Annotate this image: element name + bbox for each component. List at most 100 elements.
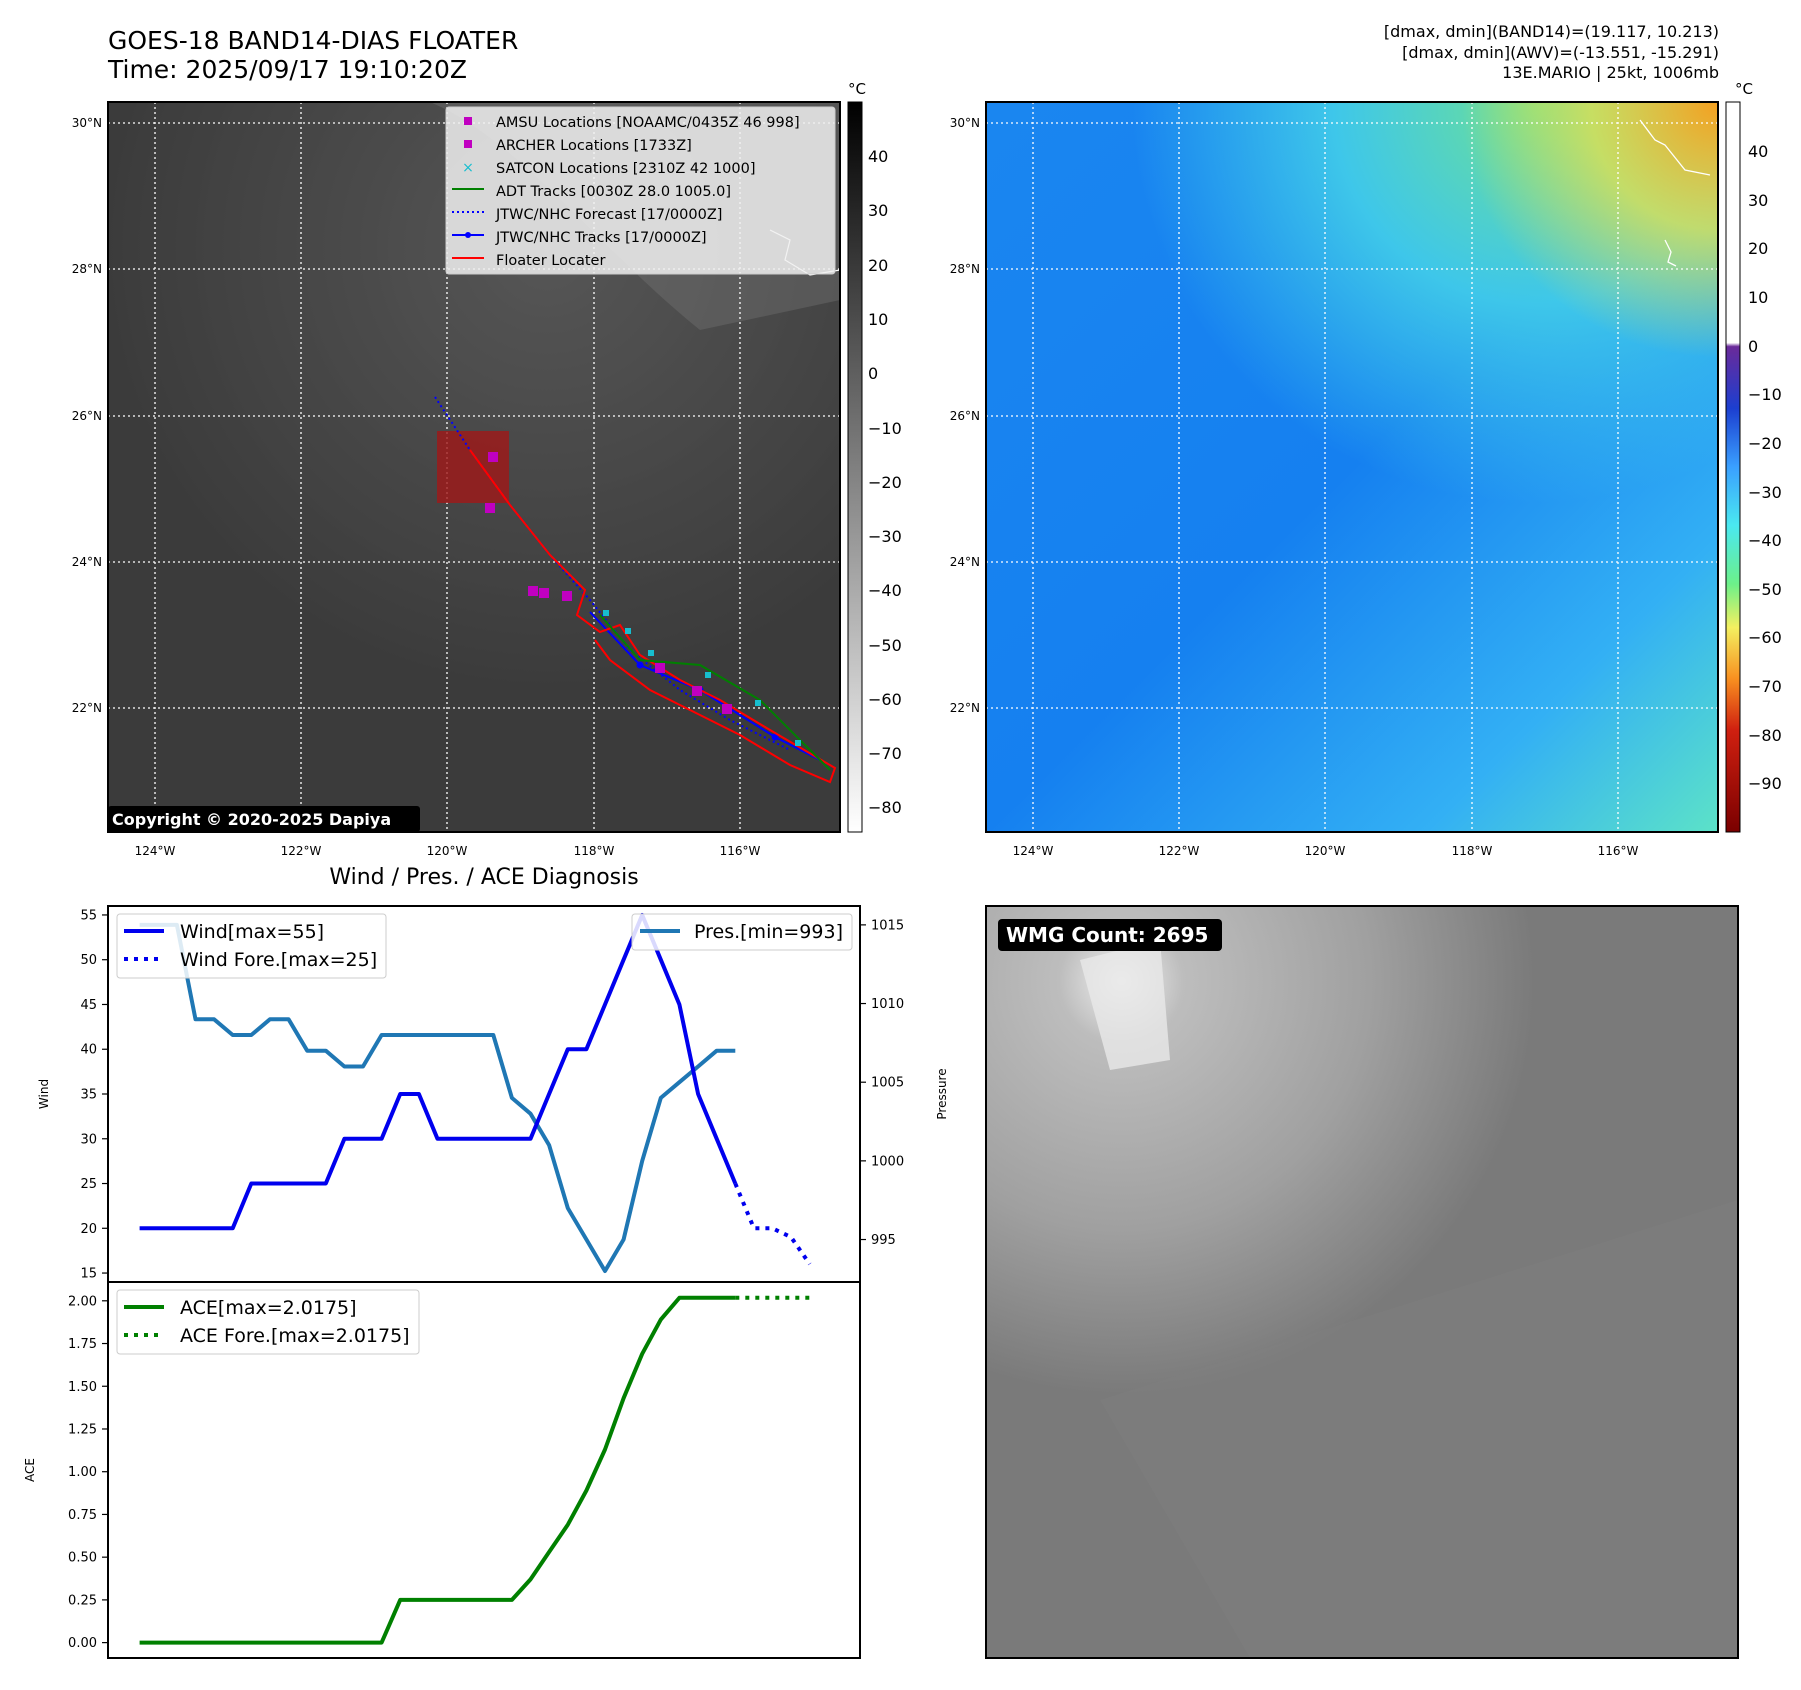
svg-text:0: 0 [1748,337,1758,356]
legend-floater: Floater Locater [496,253,605,269]
svg-text:−20: −20 [868,473,902,492]
wv-lon-labels: 124°W 122°W 120°W 118°W 116°W [1013,844,1639,858]
svg-text:20: 20 [1748,239,1768,258]
svg-text:0: 0 [868,364,878,383]
svg-text:10: 10 [868,310,888,329]
pressure-y-ticks: 1015 1010 1005 1000 995 [860,918,904,1248]
svg-text:122°W: 122°W [1159,844,1200,858]
wind-y-ticks: 55 50 45 40 35 30 25 20 15 [80,908,108,1282]
figure-title: GOES-18 BAND14-DIAS FLOATER [108,26,519,55]
wv-grid [986,102,1718,832]
floater-box [437,431,509,503]
svg-text:120°W: 120°W [427,844,468,858]
svg-text:116°W: 116°W [720,844,761,858]
satcon-marker: × [462,160,474,176]
wmg-panel: WMG Count: 2695 [985,905,1739,1659]
archer-marker [464,140,472,148]
svg-text:−30: −30 [868,527,902,546]
ace-tick-label: 1.75 [68,1337,97,1352]
wmg-frame [985,905,1739,1659]
svg-text:118°W: 118°W [574,844,615,858]
wind-tick-label: 40 [80,1043,97,1058]
svg-text:−70: −70 [1748,677,1782,696]
svg-text:40: 40 [868,147,888,166]
awv-range: [dmax, dmin](AWV)=(-13.551, -15.291) [1402,42,1719,62]
wind-tick-label: 30 [80,1132,97,1147]
svg-text:124°W: 124°W [135,844,176,858]
svg-text:26°N: 26°N [950,409,980,423]
storm-status: 13E.MARIO | 25kt, 1006mb [1502,63,1719,82]
ace-tick-label: 1.00 [68,1465,97,1480]
wind-tick-label: 20 [80,1222,97,1237]
floater-track [469,449,837,784]
svg-text:−60: −60 [1748,628,1782,647]
pressure-tick-label: 995 [871,1233,896,1248]
svg-text:122°W: 122°W [281,844,322,858]
svg-text:−10: −10 [868,419,902,438]
ace-tick-label: 0.25 [68,1593,97,1608]
pressure-tick-label: 1015 [871,918,904,933]
ace-tick-label: 2.00 [68,1294,97,1309]
track-point [636,661,644,669]
copyright-badge [108,806,420,832]
wind-axis-label: Wind [37,1079,51,1109]
svg-text:−40: −40 [868,581,902,600]
wv-colorbar-ticks: 40 30 20 10 0 −10 −20 −30 −40 −50 −60 −7… [1748,142,1782,793]
wind-fore-legend-label: Wind Fore.[max=25] [180,949,377,971]
pressure-tick-label: 1000 [871,1154,904,1169]
ir-colorbar [847,101,863,833]
svg-text:−10: −10 [1748,385,1782,404]
svg-text:40: 40 [1748,142,1768,161]
ir-legend: × AMSU Locations [NOAAMC/0435Z 46 998] A… [445,106,836,275]
svg-text:10: 10 [1748,288,1768,307]
ace-fore-legend-label: ACE Fore.[max=2.0175] [180,1325,410,1347]
series-line-wind-forecast [733,1182,812,1266]
wind-tick-label: 35 [80,1088,97,1103]
amsu-marker [464,117,472,125]
svg-text:22°N: 22°N [72,701,102,715]
svg-text:30°N: 30°N [72,116,102,130]
ace-legend: ACE[max=2.0175] ACE Fore.[max=2.0175] [116,1289,420,1355]
wind-legend: Wind[max=55] Wind Fore.[max=25] [116,913,387,979]
wind-legend-label: Wind[max=55] [180,921,324,943]
wind-tick-label: 55 [80,908,97,923]
legend-archer: ARCHER Locations [1733Z] [496,138,692,154]
legend-adt: ADT Tracks [0030Z 28.0 1005.0] [496,184,731,200]
svg-text:30: 30 [1748,191,1768,210]
track-point [771,733,779,741]
ace-tick-label: 0.00 [68,1636,97,1651]
ace-tick-label: 0.75 [68,1508,97,1523]
svg-text:26°N: 26°N [72,409,102,423]
wv-map-frame [985,101,1719,833]
svg-text:124°W: 124°W [1013,844,1054,858]
archer-amsu-points [485,452,732,714]
svg-text:−70: −70 [868,744,902,763]
ace-axis-label: ACE [23,1458,37,1482]
wind-tick-label: 25 [80,1177,97,1192]
svg-text:−50: −50 [868,636,902,655]
svg-text:−80: −80 [868,798,902,817]
ir-lat-labels: 30°N 28°N 26°N 24°N 22°N [72,116,102,715]
svg-text:30°N: 30°N [950,116,980,130]
pressure-tick-label: 1010 [871,997,904,1012]
band14-range: [dmax, dmin](BAND14)=(19.117, 10.213) [1383,22,1719,41]
wv-colorbar-unit: °C [1735,80,1753,98]
wmg-count-text: WMG Count: 2695 [1006,923,1208,947]
svg-text:20: 20 [868,256,888,275]
svg-text:−20: −20 [1748,434,1782,453]
wv-coastline [1639,119,1711,176]
ace-series-group [139,1295,810,1645]
adt-track [599,614,831,771]
wind-pressure-chart: Wind / Pres. / ACE Diagnosis 55 50 45 40 35 3… [37,865,949,1283]
svg-text:−90: −90 [1748,774,1782,793]
figure-time: Time: 2025/09/17 19:10:20Z [108,55,467,84]
ace-tick-label: 1.25 [68,1422,97,1437]
svg-text:−80: −80 [1748,726,1782,745]
svg-text:−40: −40 [1748,531,1782,550]
diagnosis-title: Wind / Pres. / ACE Diagnosis [329,865,638,890]
ir-map-panel: × AMSU Locations [NOAAMC/0435Z 46 998] A… [72,80,902,858]
svg-text:28°N: 28°N [72,262,102,276]
svg-text:24°N: 24°N [950,555,980,569]
wind-tick-label: 50 [80,953,97,968]
legend-tracks: JTWC/NHC Tracks [17/0000Z] [495,230,707,246]
